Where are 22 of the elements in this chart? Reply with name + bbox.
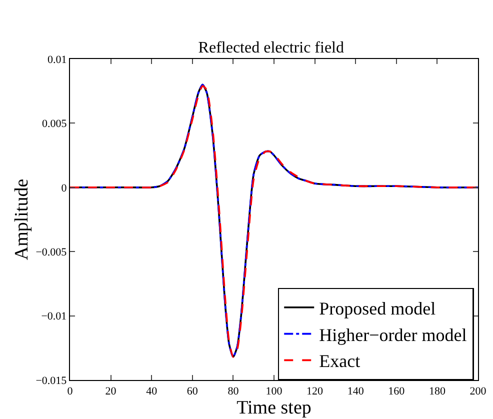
y-tick-label: 0 bbox=[61, 182, 68, 194]
y-axis-title: Amplitude bbox=[12, 178, 33, 260]
x-tick-label: 80 bbox=[228, 385, 240, 398]
legend-label: Higher−order model bbox=[319, 324, 467, 345]
x-tick-label: 60 bbox=[186, 385, 198, 398]
x-tick-label: 20 bbox=[105, 385, 117, 398]
y-tick-label: −0.01 bbox=[41, 310, 67, 323]
x-tick-label: 100 bbox=[266, 385, 283, 398]
x-tick-label: 140 bbox=[347, 385, 364, 398]
y-tick-label: 0.005 bbox=[42, 118, 68, 130]
legend-label: Proposed model bbox=[319, 298, 436, 318]
legend-label: Exact bbox=[319, 351, 360, 372]
chart-title: Reflected electric field bbox=[198, 39, 344, 56]
x-tick-label: 180 bbox=[428, 385, 446, 398]
x-axis-title: Time step bbox=[236, 397, 312, 418]
y-tick-label: 0.01 bbox=[47, 54, 67, 66]
x-tick-label: 200 bbox=[470, 385, 487, 398]
x-tick-label: 160 bbox=[388, 385, 406, 398]
x-tick-label: 40 bbox=[146, 385, 158, 398]
y-tick-label: −0.015 bbox=[36, 374, 68, 387]
y-tick-label: −0.005 bbox=[36, 246, 68, 258]
x-tick-label: 120 bbox=[306, 385, 324, 398]
